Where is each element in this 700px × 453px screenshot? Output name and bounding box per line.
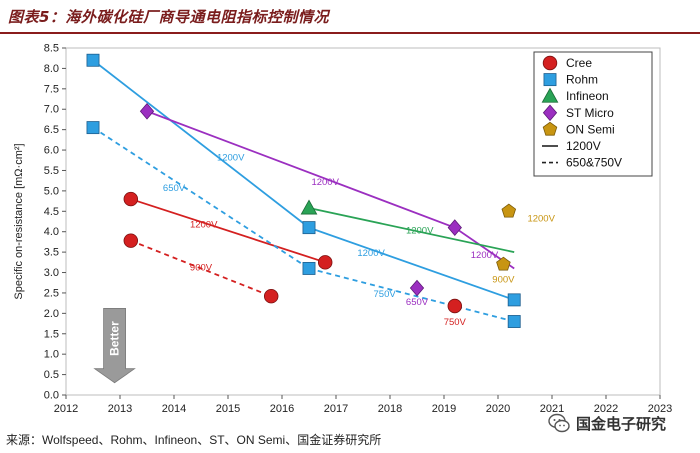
- voltage-annotation: 1200V: [357, 248, 385, 259]
- legend-label: Rohm: [566, 73, 598, 87]
- better-arrow-shape: [93, 308, 136, 384]
- logo-text: 国金电子研究: [576, 414, 667, 433]
- data-point-on-semi: [501, 203, 517, 218]
- page-title: 图表5：海外碳化硅厂商导通电阻指标控制情况: [8, 8, 329, 26]
- y-tick-label: 6.0: [44, 145, 59, 157]
- legend-swatch-st-micro: [542, 104, 558, 122]
- x-tick-label: 2022: [594, 403, 618, 415]
- data-point-cree: [123, 233, 139, 248]
- data-point-st-micro: [139, 102, 155, 120]
- better-arrow: Better: [93, 308, 136, 384]
- voltage-annotation: 750V: [374, 289, 397, 300]
- legend-swatch-infineon: [541, 87, 559, 103]
- voltage-annotation: 1200V: [406, 226, 434, 237]
- x-tick-label: 2016: [270, 403, 294, 415]
- voltage-annotation: 1200V: [471, 250, 499, 261]
- title-divider: [0, 32, 700, 34]
- voltage-annotation: 650V: [163, 183, 186, 194]
- voltage-annotation: 1200V: [311, 177, 339, 188]
- legend-label: 650&750V: [566, 156, 622, 170]
- x-tick-label: 2013: [108, 403, 132, 415]
- x-tick-label: 2014: [162, 403, 186, 415]
- y-tick-label: 1.0: [44, 349, 59, 361]
- y-tick-label: 6.5: [44, 124, 59, 136]
- x-tick-label: 2023: [648, 403, 672, 415]
- data-point-rohm: [302, 221, 316, 235]
- y-tick-label: 4.0: [44, 226, 59, 238]
- y-tick-label: 2.5: [44, 287, 59, 299]
- y-tick-label: 7.0: [44, 104, 59, 116]
- x-tick-label: 2018: [378, 403, 402, 415]
- legend-label: ON Semi: [566, 122, 615, 136]
- better-arrow-label: Better: [108, 321, 122, 356]
- voltage-annotation: 1200V: [190, 220, 218, 231]
- voltage-annotation: 900V: [492, 275, 515, 286]
- x-tick-label: 2020: [486, 403, 510, 415]
- y-tick-label: 8.5: [44, 43, 59, 55]
- data-point-cree: [123, 191, 139, 207]
- data-point-rohm: [86, 53, 100, 67]
- series-line: [308, 207, 515, 253]
- voltage-annotation: 650V: [406, 297, 429, 308]
- source-note: 来源：Wolfspeed、Rohm、Infineon、ST、ON Semi、国金…: [6, 433, 382, 447]
- series-line: [92, 59, 310, 229]
- data-point-cree: [317, 255, 333, 270]
- data-point-cree: [447, 298, 463, 314]
- series-line: [92, 126, 310, 270]
- y-tick-label: 5.0: [44, 185, 59, 197]
- y-tick-label: 3.5: [44, 247, 59, 259]
- data-point-infineon: [300, 199, 318, 215]
- legend-swatch-on-semi: [542, 121, 558, 136]
- data-point-cree: [263, 288, 279, 304]
- x-tick-label: 2015: [216, 403, 240, 415]
- legend-swatch-cree: [542, 55, 558, 71]
- series-line: [130, 239, 272, 298]
- y-tick-label: 0.5: [44, 369, 59, 381]
- legend-label: 1200V: [566, 139, 601, 153]
- data-point-rohm: [302, 261, 316, 275]
- voltage-annotation: 1200V: [217, 152, 245, 163]
- legend-swatch-rohm: [543, 73, 557, 87]
- x-tick-label: 2017: [324, 403, 348, 415]
- y-axis-label: Specific on-resistance [mΩ·cm²]: [13, 143, 25, 299]
- data-point-rohm: [86, 121, 100, 135]
- x-tick-label: 2019: [432, 403, 456, 415]
- data-point-st-micro: [447, 219, 462, 236]
- y-tick-label: 5.5: [44, 165, 59, 177]
- voltage-annotation: 900V: [190, 262, 213, 273]
- data-point-on-semi: [496, 256, 511, 271]
- data-point-rohm: [507, 315, 521, 328]
- legend-label: Cree: [566, 56, 592, 70]
- y-tick-label: 2.0: [44, 308, 59, 320]
- chart: 0.0 0.5 1.0 1.5 2.0 2.5 3.0 3.5 4.0 4.5 5.0 5.5 6.0 6…: [13, 43, 672, 416]
- x-tick-label: 2021: [540, 403, 564, 415]
- y-tick-label: 7.5: [44, 83, 59, 95]
- y-tick-label: 4.5: [44, 206, 59, 218]
- series-line: [130, 198, 326, 264]
- legend-label: ST Micro: [566, 106, 614, 120]
- x-tick-label: 2012: [54, 403, 78, 415]
- y-tick-label: 3.0: [44, 267, 59, 279]
- brand-logo: 国金电子研究: [548, 410, 698, 436]
- y-tick-label: 8.0: [44, 63, 59, 75]
- data-point-st-micro: [409, 279, 425, 297]
- voltage-annotation: 1200V: [527, 214, 555, 225]
- data-point-rohm: [507, 293, 521, 307]
- legend-label: Infineon: [566, 89, 609, 103]
- y-tick-label: 1.5: [44, 328, 59, 340]
- voltage-annotation: 750V: [444, 317, 467, 328]
- y-tick-label: 0.0: [44, 390, 59, 402]
- series-line: [308, 226, 515, 301]
- wechat-icon: [548, 413, 570, 433]
